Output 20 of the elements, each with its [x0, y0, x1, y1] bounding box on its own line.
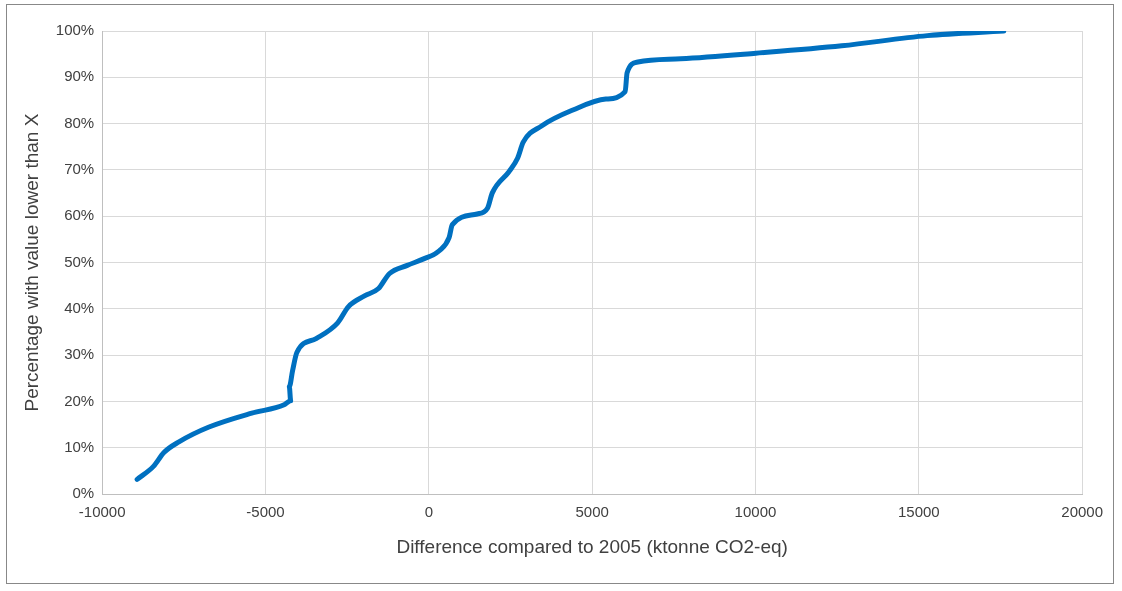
- y-tick-label: 70%: [64, 160, 95, 178]
- x-tick-label: -10000: [78, 503, 126, 521]
- y-tick-label: 10%: [64, 438, 95, 456]
- x-tick-label: -5000: [246, 503, 285, 521]
- x-axis-title: Difference compared to 2005 (ktonne CO2-eq): [396, 535, 788, 557]
- y-tick-label: 90%: [64, 67, 95, 85]
- y-tick-label: 50%: [64, 252, 95, 270]
- y-tick-label: 80%: [64, 113, 95, 131]
- y-tick-label: 20%: [64, 391, 95, 409]
- x-tick-label: 15000: [897, 503, 940, 521]
- x-tick-label: 5000: [575, 503, 609, 521]
- y-tick-label: 100%: [55, 21, 95, 39]
- x-tick-label: 20000: [1061, 503, 1103, 521]
- y-tick-label: 30%: [64, 345, 95, 363]
- y-axis-title: Percentage with value lower than X: [20, 113, 42, 412]
- x-tick-label: 0: [424, 503, 433, 521]
- y-tick-label: 0%: [72, 484, 95, 502]
- y-tick-label: 40%: [64, 299, 95, 317]
- y-tick-label: 60%: [64, 206, 95, 224]
- x-tick-label: 10000: [734, 503, 777, 521]
